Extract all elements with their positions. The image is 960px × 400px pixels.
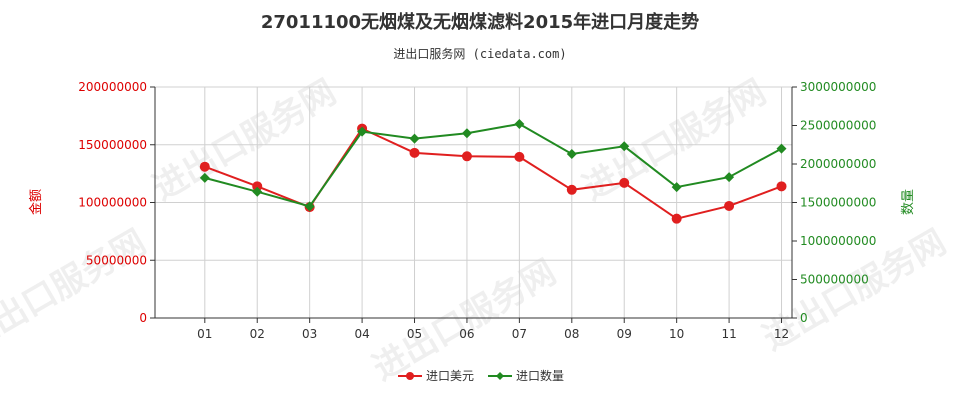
right-axis-title: 数量	[901, 189, 916, 215]
x-tick-label: 10	[669, 327, 684, 341]
x-tick-label: 08	[564, 327, 579, 341]
right-tick-label: 2500000000	[800, 119, 876, 133]
x-tick-label: 01	[197, 327, 212, 341]
series-point-usd	[461, 151, 472, 162]
left-axis-title: 金额	[28, 189, 44, 215]
x-tick-label: 03	[302, 327, 317, 341]
watermark-text: 进出口服务网	[0, 222, 153, 359]
series-point-usd	[514, 151, 525, 162]
legend-label[interactable]: 进口美元	[426, 369, 474, 383]
left-axis-ticks: 0 50000000 100000000 150000000 200000000	[78, 80, 155, 325]
series-point-quantity	[461, 128, 472, 139]
left-tick-label: 200000000	[78, 80, 147, 94]
x-tick-label: 12	[774, 327, 789, 341]
series-point-usd	[724, 200, 735, 211]
left-tick-label: 150000000	[78, 138, 147, 152]
series-point-quantity	[566, 148, 577, 159]
series-point-usd	[252, 181, 263, 192]
legend[interactable]: 进口美元 进口数量	[398, 368, 564, 383]
x-tick-label: 02	[250, 327, 265, 341]
left-tick-label: 100000000	[78, 196, 147, 210]
chart-subtitle: 进出口服务网 (ciedata.com)	[393, 46, 566, 61]
right-tick-label: 1500000000	[800, 196, 876, 210]
series-point-usd	[199, 161, 210, 172]
right-tick-label: 500000000	[800, 273, 869, 287]
series-point-quantity	[619, 141, 630, 152]
right-axis-ticks: 0 500000000 1000000000 1500000000 2000000000…	[792, 80, 876, 325]
series-point-quantity	[671, 182, 682, 193]
series-point-quantity	[304, 201, 315, 212]
series-point-quantity	[357, 126, 368, 137]
series-point-usd	[409, 147, 420, 158]
series-point-quantity	[514, 118, 525, 129]
series-point-usd	[566, 184, 577, 195]
series-point-quantity	[724, 172, 735, 183]
left-tick-label: 0	[139, 311, 147, 325]
legend-marker-circle[interactable]	[406, 372, 414, 380]
right-tick-label: 0	[800, 311, 808, 325]
x-tick-label: 09	[617, 327, 632, 341]
legend-marker-diamond[interactable]	[496, 372, 504, 380]
series-line-1	[204, 122, 782, 208]
series-point-usd	[776, 181, 787, 192]
x-tick-label: 07	[512, 327, 527, 341]
series-layer	[199, 118, 787, 224]
x-tick-label: 05	[407, 327, 422, 341]
series-point-usd	[671, 213, 682, 224]
series-point-quantity	[776, 143, 787, 154]
x-axis-ticks: 01 02 03 04 05 06 07 08 09 10 11 12	[197, 318, 789, 341]
series-point-quantity	[409, 133, 420, 144]
legend-label[interactable]: 进口数量	[516, 368, 564, 383]
chart-title: 27011100无烟煤及无烟煤滤料2015年进口月度走势	[261, 11, 699, 33]
x-tick-label: 04	[354, 327, 369, 341]
x-tick-label: 06	[459, 327, 474, 341]
right-tick-label: 3000000000	[800, 80, 876, 94]
series-point-quantity	[199, 172, 210, 183]
right-tick-label: 1000000000	[800, 234, 876, 248]
series-point-usd	[619, 177, 630, 188]
left-tick-label: 50000000	[86, 253, 147, 267]
right-tick-label: 2000000000	[800, 157, 876, 171]
series-point-quantity	[252, 186, 263, 197]
x-tick-label: 11	[721, 327, 736, 341]
